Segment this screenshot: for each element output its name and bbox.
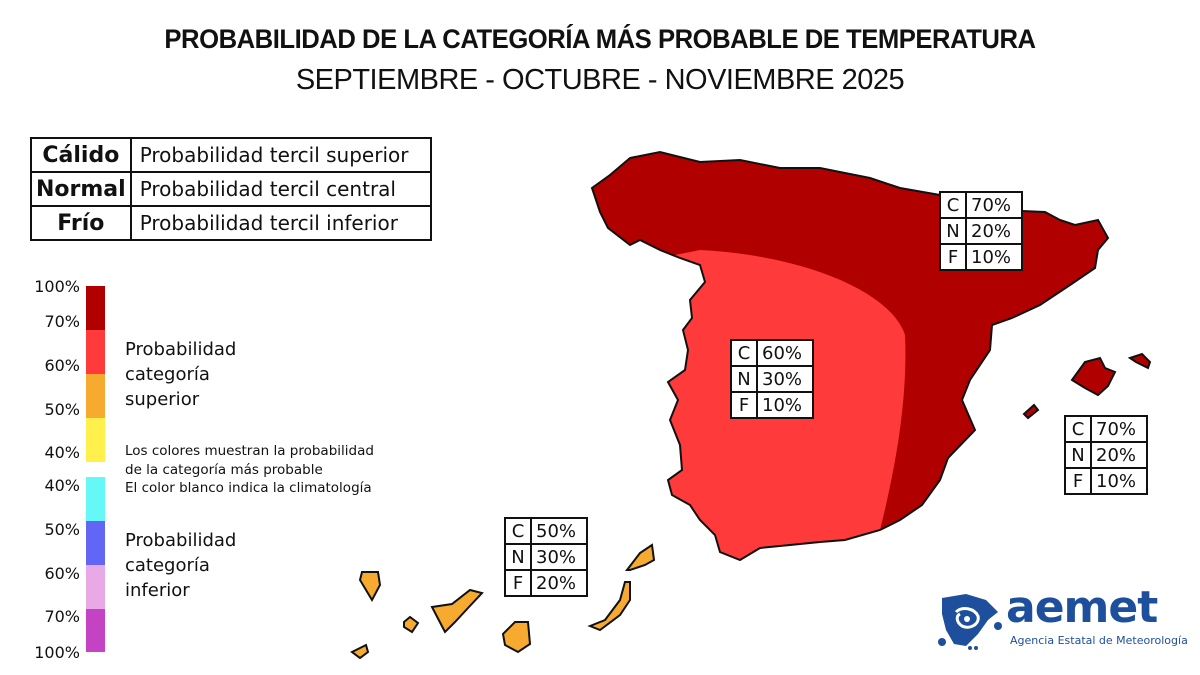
label-line: inferior <box>125 580 190 601</box>
scale-swatch-upper-50-60 <box>86 374 105 418</box>
canary-islands <box>350 543 656 660</box>
prob-key: N <box>730 365 758 393</box>
category-desc: Probabilidad tercil inferior <box>129 205 432 241</box>
prob-value-frio: 20% <box>530 569 588 597</box>
scale-tick: 60% <box>44 564 80 583</box>
aemet-wordmark: aemet <box>1006 582 1158 633</box>
note-line: de la categoría más probable <box>125 461 323 478</box>
prob-value-frio: 10% <box>1090 467 1148 495</box>
island-el-hierro <box>350 643 370 660</box>
scale-tick: 70% <box>44 607 80 626</box>
prob-key: F <box>730 391 758 419</box>
prob-key: C <box>1064 415 1092 443</box>
upper-category-label: Probabilidad categoría superior <box>125 337 236 412</box>
legend-note: Los colores muestran la probabilidad de … <box>125 442 374 498</box>
scale-tick: 100% <box>34 643 80 662</box>
prob-value-frio: 10% <box>965 243 1023 271</box>
scale-tick: 50% <box>44 520 80 539</box>
lower-category-label: Probabilidad categoría inferior <box>125 528 236 603</box>
prob-value-normal: 20% <box>965 217 1023 245</box>
category-key: Frío <box>30 205 132 241</box>
label-line: categoría <box>125 555 210 576</box>
prob-key: N <box>939 217 967 245</box>
label-line: superior <box>125 389 200 410</box>
category-desc: Probabilidad tercil central <box>129 171 432 207</box>
scale-swatch-upper-60-70 <box>86 330 105 374</box>
scale-swatch-lower-70-100 <box>86 609 105 652</box>
prob-value-normal: 20% <box>1090 441 1148 469</box>
prob-box-canarias: C 50% N 30% F 20% <box>504 517 588 597</box>
map-subtitle: SEPTIEMBRE - OCTUBRE - NOVIEMBRE 2025 <box>295 64 905 96</box>
category-row-normal: Normal Probabilidad tercil central <box>30 171 432 207</box>
prob-value-frio: 10% <box>756 391 814 419</box>
scale-swatch-lower-60-70 <box>86 565 105 609</box>
prob-key: C <box>730 339 758 367</box>
scale-tick: 40% <box>44 476 80 495</box>
category-key: Cálido <box>30 137 132 173</box>
note-line: Los colores muestran la probabilidad <box>125 443 374 459</box>
prob-key: N <box>504 543 532 571</box>
scale-tick: 60% <box>44 356 80 375</box>
scale-swatch-lower-50-60 <box>86 521 105 565</box>
map-title: PROBABILIDAD DE LA CATEGORÍA MÁS PROBABL… <box>164 24 1036 54</box>
prob-value-normal: 30% <box>530 543 588 571</box>
category-key: Normal <box>30 171 132 207</box>
prob-value-calido: 50% <box>530 517 588 545</box>
island-ibiza <box>1022 403 1040 420</box>
prob-key: C <box>939 191 967 219</box>
island-gran-canaria <box>501 621 532 654</box>
prob-box-centre: C 60% N 30% F 10% <box>730 339 814 419</box>
category-table: Cálido Probabilidad tercil superior Norma… <box>30 137 432 241</box>
prob-box-balearics: C 70% N 20% F 10% <box>1064 415 1148 495</box>
island-lanzarote <box>624 543 656 571</box>
scale-tick: 100% <box>34 277 80 296</box>
aemet-subtitle: Agencia Estatal de Meteorología <box>1010 634 1188 647</box>
category-row-calido: Cálido Probabilidad tercil superior <box>30 137 432 173</box>
aemet-map-emblem-icon <box>938 594 1002 650</box>
island-la-palma <box>358 571 382 603</box>
scale-swatch-upper-70-100 <box>86 286 105 330</box>
category-desc: Probabilidad tercil superior <box>129 137 432 173</box>
prob-box-north-east: C 70% N 20% F 10% <box>939 191 1023 271</box>
label-line: Probabilidad <box>125 530 237 551</box>
prob-value-calido: 60% <box>756 339 814 367</box>
island-menorca <box>1127 352 1152 370</box>
scale-tick: 40% <box>44 443 80 462</box>
island-la-gomera <box>403 615 420 634</box>
prob-value-calido: 70% <box>965 191 1023 219</box>
prob-key: F <box>1064 467 1092 495</box>
label-line: Probabilidad <box>125 339 237 360</box>
prob-key: N <box>1064 441 1092 469</box>
category-row-frio: Frío Probabilidad tercil inferior <box>30 205 432 241</box>
label-line: categoría <box>125 364 210 385</box>
peninsula-outline <box>590 150 1110 562</box>
scale-tick: 70% <box>44 312 80 331</box>
scale-swatch-upper-40-50 <box>86 418 105 462</box>
prob-key: C <box>504 517 532 545</box>
island-tenerife <box>430 588 484 634</box>
scale-swatch-lower-40-50 <box>86 477 105 521</box>
aemet-logo: aemet Agencia Estatal de Meteorología <box>936 582 1188 650</box>
prob-key: F <box>504 569 532 597</box>
island-fuerteventura <box>587 581 631 632</box>
note-line: El color blanco indica la climatología <box>125 480 372 496</box>
prob-value-calido: 70% <box>1090 415 1148 443</box>
prob-value-normal: 30% <box>756 365 814 393</box>
island-mallorca <box>1070 356 1117 397</box>
prob-key: F <box>939 243 967 271</box>
scale-tick: 50% <box>44 400 80 419</box>
